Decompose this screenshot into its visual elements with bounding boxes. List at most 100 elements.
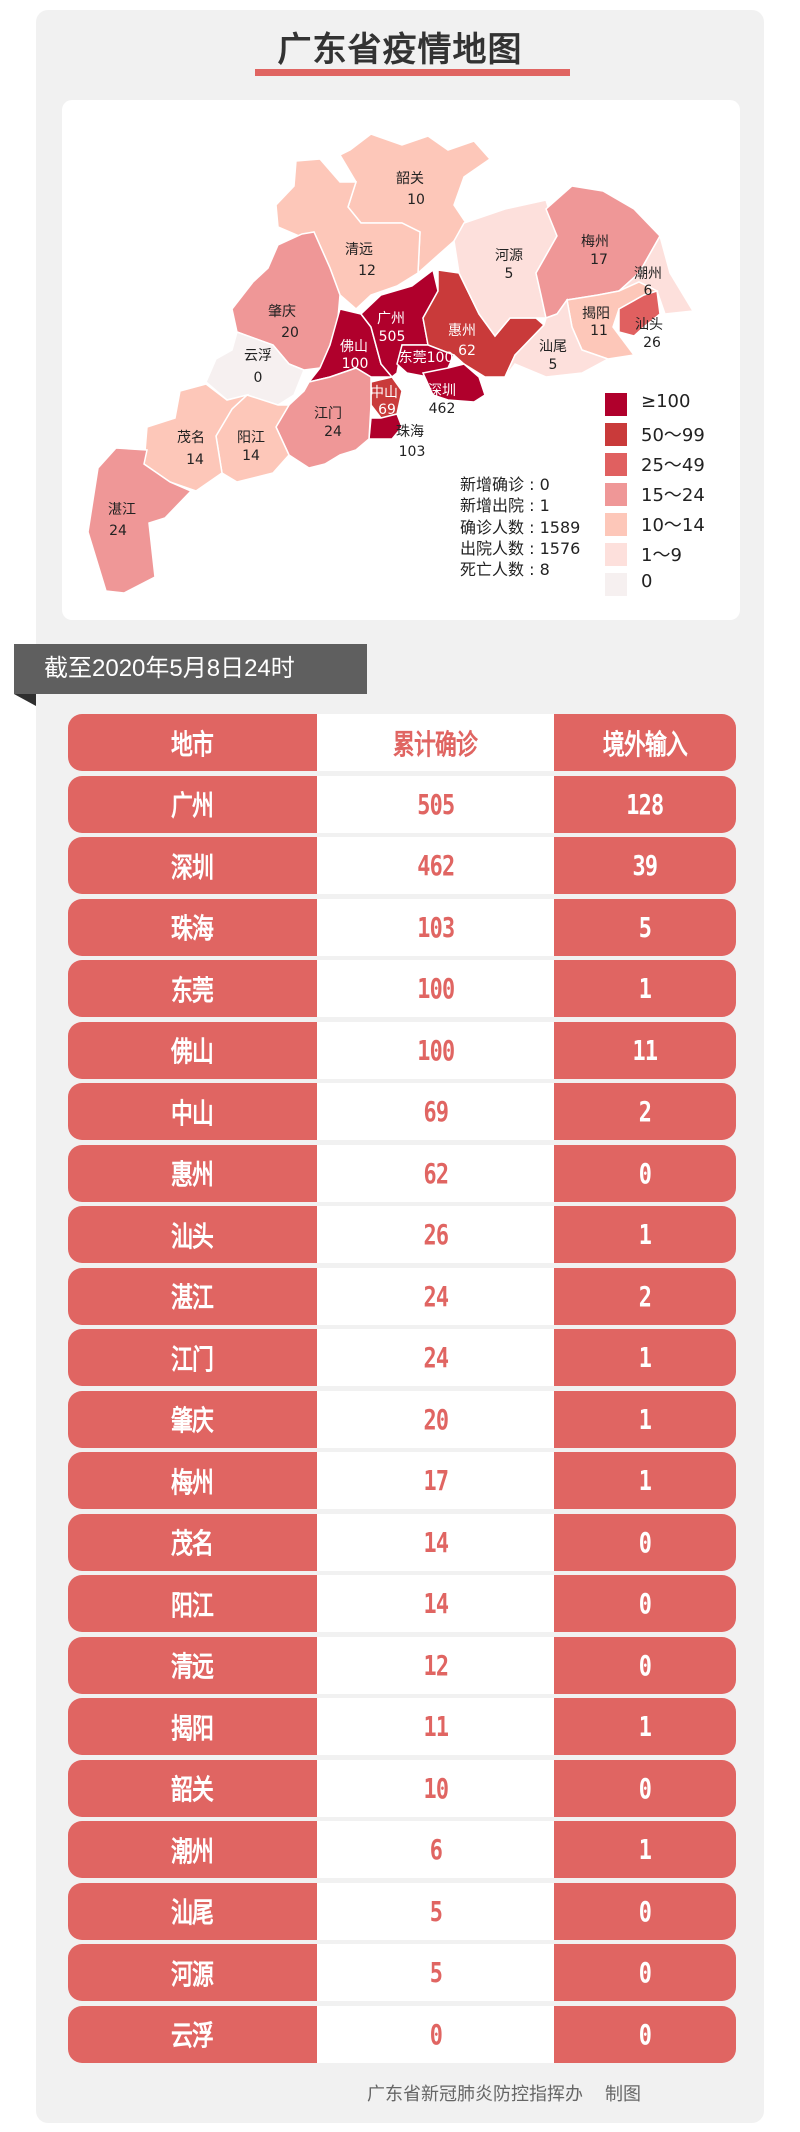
cell-confirmed: 505 — [317, 775, 554, 833]
legend-swatch — [605, 393, 627, 416]
table-row: 揭阳 11 1 — [68, 1698, 736, 1755]
legend-label: ≥100 — [641, 391, 691, 412]
region-value: 103 — [399, 444, 426, 460]
region-value: 0 — [254, 370, 263, 386]
region-name: 潮州 — [634, 266, 662, 282]
cell-confirmed: 10 — [317, 1759, 554, 1817]
banner-fold — [14, 694, 36, 706]
region-name: 汕头 — [635, 317, 663, 333]
cell-imported: 128 — [554, 775, 736, 833]
cell-city: 汕头 — [68, 1206, 317, 1263]
table-row: 清远 12 0 — [68, 1636, 736, 1694]
table-row: 深圳 462 39 — [68, 837, 736, 894]
region-value: 462 — [429, 401, 456, 417]
region-value: 5 — [549, 357, 558, 373]
region-value: 20 — [281, 325, 299, 341]
stat-label: 新增出院 — [460, 496, 525, 516]
table-row: 云浮 0 0 — [68, 2005, 736, 2063]
cell-imported: 1 — [554, 1206, 736, 1263]
region-name: 惠州 — [448, 323, 476, 339]
region-value: 10 — [407, 192, 425, 208]
cell-city: 阳江 — [68, 1575, 317, 1632]
region-name: 茂名 — [177, 429, 205, 446]
cell-confirmed: 17 — [317, 1452, 554, 1509]
cell-imported: 0 — [554, 2005, 736, 2063]
region-value: 24 — [324, 424, 342, 440]
region-name: 深圳 — [428, 383, 456, 399]
cell-imported: 2 — [554, 1267, 736, 1325]
region-name: 阳江 — [237, 430, 265, 446]
header-confirmed: 累计确诊 — [317, 714, 554, 771]
cell-city: 肇庆 — [68, 1390, 317, 1448]
cell-confirmed: 100 — [317, 1021, 554, 1079]
cell-confirmed: 24 — [317, 1267, 554, 1325]
title-underline — [255, 69, 570, 76]
cell-confirmed: 14 — [317, 1575, 554, 1632]
region-name: 韶关 — [396, 171, 424, 187]
table-row: 茂名 14 0 — [68, 1513, 736, 1571]
cell-confirmed: 24 — [317, 1329, 554, 1386]
legend-swatch — [605, 483, 627, 506]
cell-confirmed: 103 — [317, 898, 554, 956]
stat-value: 8 — [539, 560, 550, 580]
stat-row: 新增确诊 : 0 — [460, 475, 550, 494]
cell-imported: 1 — [554, 1698, 736, 1755]
legend-label: 25～49 — [641, 455, 705, 476]
cell-city: 珠海 — [68, 898, 317, 956]
cell-imported: 1 — [554, 1390, 736, 1448]
legend-item: 15～24 — [605, 483, 735, 506]
legend-item: 50～99 — [605, 423, 735, 446]
cell-confirmed: 5 — [317, 1944, 554, 2001]
region-8 — [421, 363, 486, 403]
cell-imported: 0 — [554, 1759, 736, 1817]
legend-label: 10～14 — [641, 515, 705, 536]
footer-org: 广东省新冠肺炎防控指挥办 — [367, 2084, 583, 2105]
region-13 — [143, 383, 250, 492]
table-row: 汕头 26 1 — [68, 1206, 736, 1263]
stat-row: 新增出院 : 1 — [460, 496, 550, 516]
footer-suffix: 制图 — [605, 2084, 641, 2105]
region-name: 云浮 — [244, 348, 272, 364]
table-row: 惠州 62 0 — [68, 1144, 736, 1202]
region-14 — [87, 447, 193, 594]
region-name: 清远 — [345, 242, 373, 258]
cell-city: 惠州 — [68, 1144, 317, 1202]
stat-row: 死亡人数 : 8 — [460, 560, 550, 580]
cell-city: 韶关 — [68, 1759, 317, 1817]
stat-label: 死亡人数 — [460, 560, 525, 580]
region-value: 17 — [590, 252, 608, 268]
cell-confirmed: 462 — [317, 837, 554, 894]
cell-city: 云浮 — [68, 2005, 317, 2063]
legend-swatch — [605, 573, 627, 596]
table-row: 中山 69 2 — [68, 1083, 736, 1140]
cell-confirmed: 12 — [317, 1636, 554, 1694]
table-row: 肇庆 20 1 — [68, 1390, 736, 1448]
table-row: 湛江 24 2 — [68, 1267, 736, 1325]
table-row: 韶关 10 0 — [68, 1759, 736, 1817]
cell-city: 潮州 — [68, 1821, 317, 1878]
stat-label: 新增确诊 — [460, 475, 525, 494]
legend-swatch — [605, 513, 627, 536]
cell-imported: 0 — [554, 1513, 736, 1571]
region-value: 14 — [242, 448, 260, 464]
cell-city: 深圳 — [68, 837, 317, 894]
region-name: 珠海 — [396, 424, 424, 440]
cell-confirmed: 6 — [317, 1821, 554, 1878]
stat-value: 0 — [539, 475, 550, 494]
legend-item: 1～9 — [605, 543, 735, 566]
cell-imported: 1 — [554, 960, 736, 1017]
region-name: 河源 — [495, 248, 523, 264]
table-row: 汕尾 5 0 — [68, 1882, 736, 1940]
cell-confirmed: 20 — [317, 1390, 554, 1448]
footer-credit: 广东省新冠肺炎防控指挥办 制图 — [367, 2080, 641, 2106]
cell-confirmed: 62 — [317, 1144, 554, 1202]
cell-imported: 2 — [554, 1083, 736, 1140]
legend-item: 25～49 — [605, 453, 735, 476]
region-15 — [453, 199, 558, 338]
cell-confirmed: 26 — [317, 1206, 554, 1263]
stat-value: 1576 — [539, 538, 581, 558]
header-city: 地市 — [68, 714, 317, 771]
cell-imported: 5 — [554, 898, 736, 956]
cell-city: 东莞 — [68, 960, 317, 1017]
